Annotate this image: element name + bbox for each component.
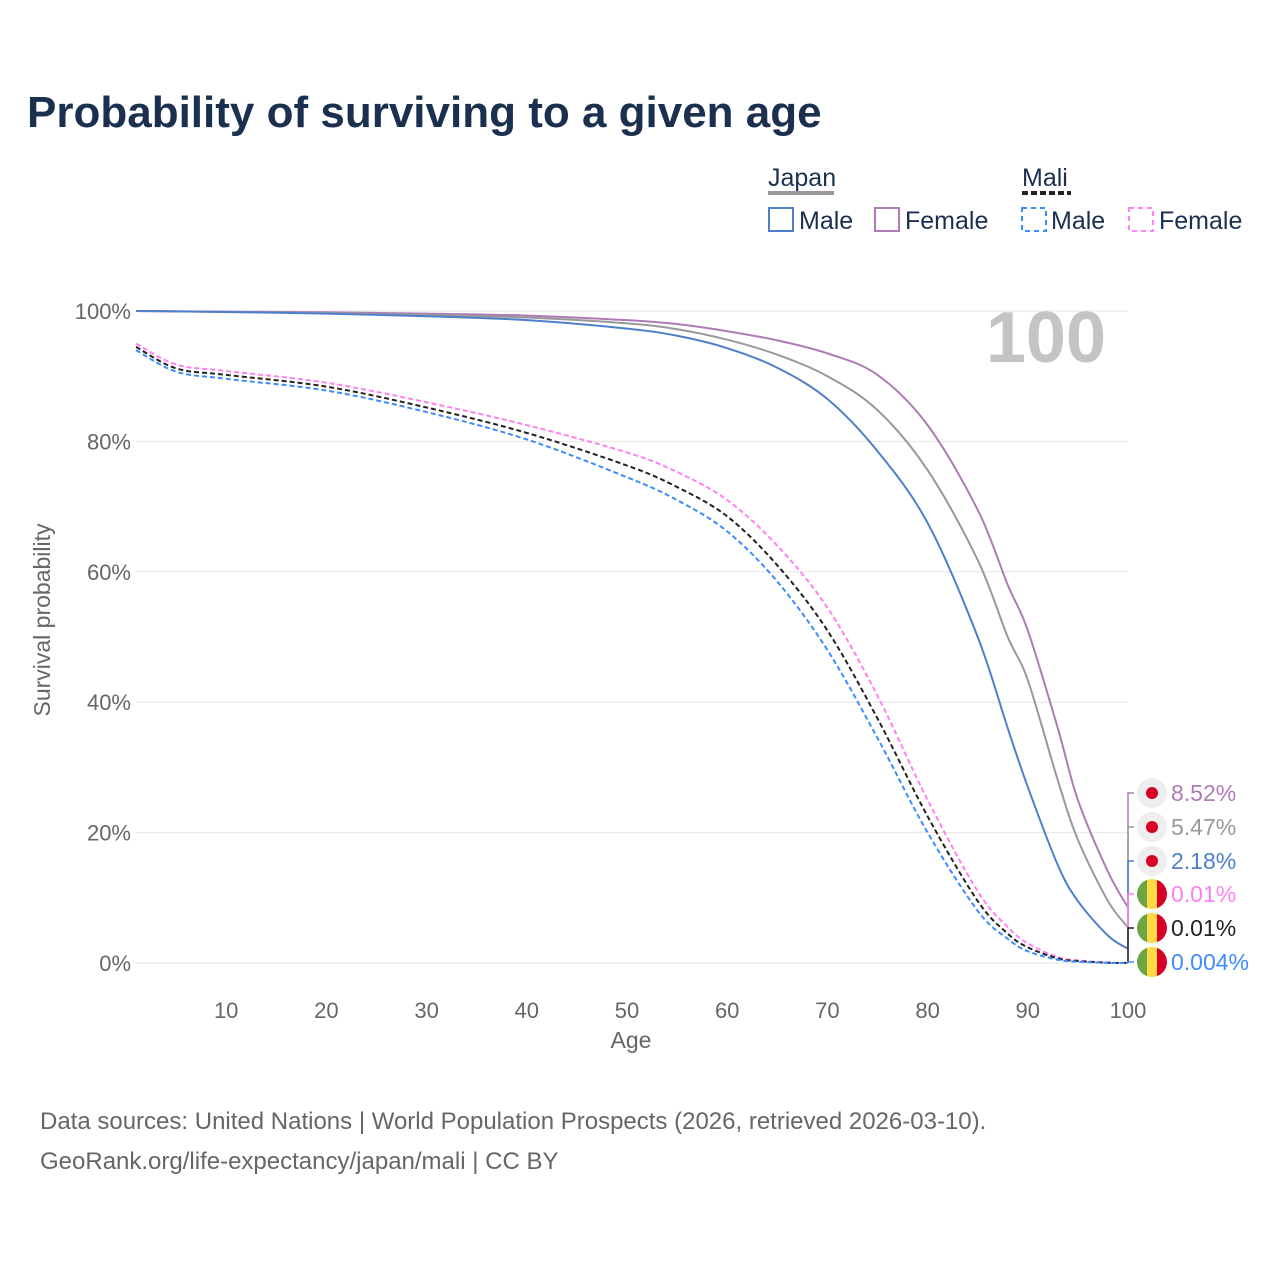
series-line-mali-total <box>135 345 1129 964</box>
y-tick-label: 0% <box>99 951 131 976</box>
y-tick-label: 100% <box>75 299 131 324</box>
legend-group-mali: Mali <box>1022 164 1068 192</box>
series-line-japan-female <box>135 310 1129 908</box>
source-line-1: Data sources: United Nations | World Pop… <box>40 1108 987 1135</box>
legend-mali-female[interactable]: Female <box>1159 207 1242 235</box>
legend-japan-female-swatch <box>874 207 900 232</box>
y-tick-label: 60% <box>87 560 131 585</box>
end-value-label: 0.004% <box>1171 949 1249 975</box>
x-tick-label: 30 <box>414 998 438 1023</box>
y-tick-label: 40% <box>87 690 131 715</box>
legend-group-japan: Japan <box>768 164 836 192</box>
x-tick-label: 70 <box>815 998 839 1023</box>
legend-japan-male[interactable]: Male <box>799 207 853 235</box>
legend: Japan Male Female Mali Male Female <box>768 164 1242 235</box>
end-value-label: 5.47% <box>1171 814 1236 840</box>
end-value-label: 8.52% <box>1171 780 1236 806</box>
end-connector <box>1127 826 1134 928</box>
series-line-japan-total <box>135 310 1129 928</box>
japan-flag-dot <box>1146 855 1158 867</box>
x-tick-label: 40 <box>515 998 539 1023</box>
mali-flag-icon <box>1137 879 1167 909</box>
end-value-label: 0.01% <box>1171 881 1236 907</box>
mali-flag-icon <box>1137 947 1167 977</box>
series-line-mali-female <box>135 342 1129 964</box>
legend-japan-female[interactable]: Female <box>905 207 988 235</box>
japan-flag-dot <box>1146 821 1158 833</box>
end-connector <box>1127 961 1134 963</box>
end-value-label: 2.18% <box>1171 848 1236 874</box>
legend-mali-male[interactable]: Male <box>1051 207 1105 235</box>
y-axis-label: Survival probability <box>29 523 55 717</box>
legend-mali-male-swatch <box>1021 207 1047 232</box>
x-tick-label: 20 <box>314 998 338 1023</box>
x-axis-label: Age <box>611 1027 652 1053</box>
year-marker: 100 <box>986 298 1106 378</box>
japan-flag-dot <box>1146 787 1158 799</box>
end-connector <box>1127 927 1134 963</box>
x-tick-label: 80 <box>915 998 939 1023</box>
source-line-2[interactable]: GeoRank.org/life-expectancy/japan/mali |… <box>40 1148 559 1175</box>
legend-japan-male-swatch <box>768 207 794 232</box>
x-tick-label: 60 <box>715 998 739 1023</box>
x-tick-label: 50 <box>615 998 639 1023</box>
end-value-label: 0.01% <box>1171 915 1236 941</box>
chart-title: Probability of surviving to a given age <box>27 88 822 137</box>
end-connector <box>1127 792 1134 908</box>
x-tick-label: 100 <box>1110 998 1147 1023</box>
legend-mali-female-swatch <box>1128 207 1154 232</box>
y-tick-label: 80% <box>87 429 131 454</box>
mali-flag-icon <box>1137 913 1167 943</box>
series-line-mali-male <box>135 349 1129 964</box>
x-tick-label: 10 <box>214 998 238 1023</box>
y-tick-label: 20% <box>87 821 131 846</box>
end-connector <box>1127 860 1134 949</box>
x-tick-label: 90 <box>1016 998 1040 1023</box>
series-line-japan-male <box>135 310 1129 950</box>
